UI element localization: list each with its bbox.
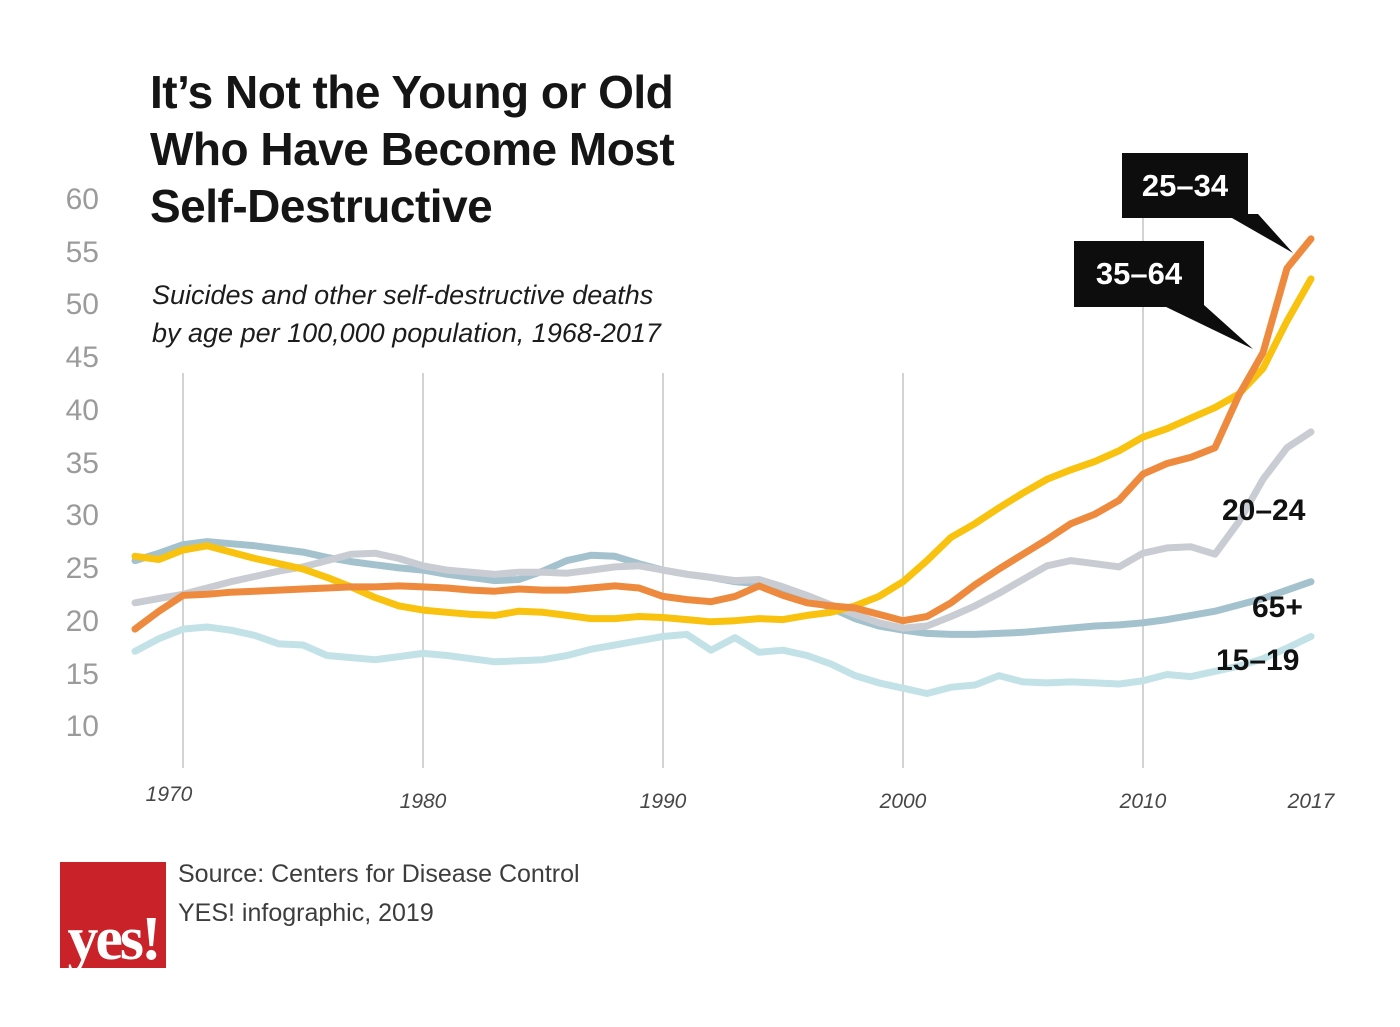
- chart-title-line2: Who Have Become Most: [150, 123, 675, 175]
- series-line-20-24: [131, 428, 1315, 632]
- x-axis-tick-1990: 1990: [639, 790, 687, 813]
- x-axis-tick-1970: 1970: [145, 783, 193, 806]
- chart-subtitle-line1: Suicides and other self-destructive deat…: [152, 280, 654, 310]
- yes-logo: yes!: [60, 862, 166, 973]
- callout-pointer-35-64: [1162, 305, 1253, 349]
- chart-title: It’s Not the Young or Old Who Have Becom…: [150, 64, 930, 235]
- y-axis-tick-55: 55: [65, 235, 99, 269]
- series-label-20-24: 20–24: [1222, 494, 1306, 527]
- callout-25-34-label: 25–34: [1141, 167, 1229, 203]
- y-axis-tick-20: 20: [65, 604, 99, 638]
- x-axis-tick-2000: 2000: [879, 790, 927, 813]
- series-line-25-34: [131, 235, 1315, 633]
- y-axis-tick-40: 40: [65, 393, 99, 427]
- callout-35-64: 35–64: [1074, 241, 1204, 307]
- callout-35-64-label: 35–64: [1095, 256, 1183, 291]
- source-note: Source: Centers for Disease Control YES!…: [178, 855, 580, 933]
- y-axis-tick-45: 45: [65, 341, 99, 374]
- y-axis-tick-25: 25: [65, 552, 99, 585]
- x-axis-tick-1980: 1980: [399, 790, 447, 813]
- series-line-35-64: [131, 275, 1315, 626]
- chart-title-line3: Self-Destructive: [150, 180, 493, 232]
- x-axis-tick-2010: 2010: [1119, 790, 1167, 813]
- y-axis-tick-50: 50: [65, 288, 99, 322]
- series-label-15-19: 15–19: [1216, 644, 1300, 677]
- y-axis-tick-30: 30: [65, 499, 99, 533]
- y-axis-tick-35: 35: [65, 446, 99, 480]
- callout-pointer-25-34: [1225, 214, 1293, 253]
- chart-title-line1: It’s Not the Young or Old: [150, 66, 674, 118]
- chart-subtitle: Suicides and other self-destructive deat…: [152, 276, 792, 352]
- source-line2: YES! infographic, 2019: [178, 899, 434, 927]
- callout-25-34: 25–34: [1122, 153, 1248, 218]
- series-line-15-19: [131, 623, 1315, 697]
- chart-subtitle-line2: by age per 100,000 population, 1968-2017: [152, 318, 661, 348]
- y-axis-tick-60: 60: [65, 182, 99, 216]
- source-line1: Source: Centers for Disease Control: [178, 860, 580, 888]
- y-axis-tick-15: 15: [65, 657, 99, 691]
- y-axis-tick-10: 10: [65, 710, 99, 744]
- yes-logo-text: yes!: [67, 905, 161, 973]
- x-axis-tick-2017: 2017: [1287, 790, 1335, 813]
- series-label-65plus: 65+: [1252, 591, 1303, 624]
